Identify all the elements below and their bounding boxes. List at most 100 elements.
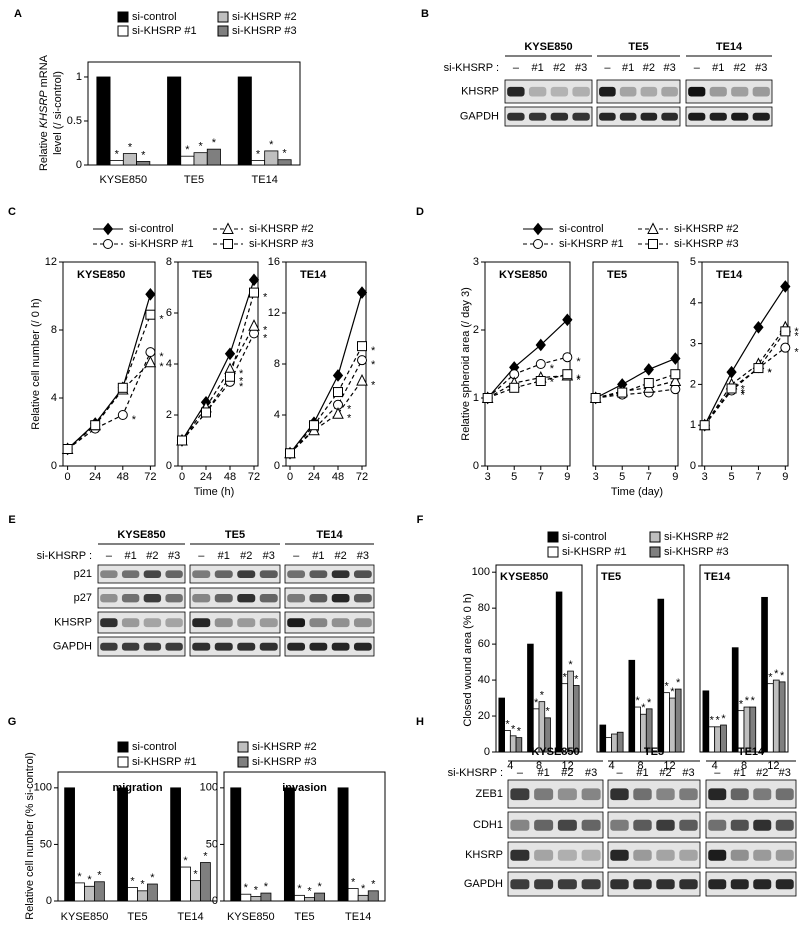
significance-mark: * [132, 414, 137, 426]
significance-mark: * [794, 347, 799, 359]
marker [117, 382, 128, 393]
significance-mark: * [371, 879, 376, 891]
bar [200, 862, 211, 902]
significance-mark: * [256, 149, 261, 161]
band [753, 849, 772, 861]
significance-mark: * [141, 149, 146, 161]
band [753, 879, 772, 890]
marker [249, 287, 259, 298]
bar [122, 153, 137, 166]
x-tick-label: 9 [782, 471, 788, 483]
lane-label: #3 [263, 550, 275, 562]
band [550, 86, 569, 97]
significance-mark: * [641, 702, 646, 714]
legend-swatch [217, 11, 229, 23]
band [121, 594, 140, 603]
band [679, 879, 698, 890]
band [309, 594, 328, 603]
y-tick-label: 12 [268, 307, 280, 319]
row-label: GAPDH [464, 878, 503, 890]
band [581, 788, 601, 801]
significance-mark: * [540, 690, 545, 702]
significance-mark: * [774, 668, 779, 680]
band [619, 86, 637, 97]
bar [702, 690, 710, 753]
band [287, 618, 306, 628]
plot-frame [484, 261, 571, 467]
x-tick-label: 3 [485, 471, 491, 483]
y-axis-label: Relative cell number (/ 0 h) [30, 298, 42, 429]
marker [643, 363, 654, 376]
significance-mark: * [183, 855, 188, 867]
marker [309, 420, 319, 431]
y-tick-label: 16 [268, 256, 280, 268]
band [143, 594, 162, 603]
y-tick-label: 40 [478, 674, 490, 686]
lane-label: – [714, 767, 721, 779]
marker [201, 407, 211, 418]
marker [670, 352, 681, 365]
panel-letter: B [421, 8, 429, 20]
marker [333, 387, 343, 398]
significance-mark: * [647, 697, 652, 709]
y-tick-label: 80 [478, 602, 490, 614]
bar [347, 888, 359, 902]
blot-background [189, 587, 281, 609]
row-label: KHSRP [54, 616, 92, 628]
y-axis-label: level (/ si-control) [52, 71, 64, 155]
band [287, 594, 306, 603]
significance-mark: * [282, 148, 287, 160]
marker [670, 384, 681, 395]
band [656, 849, 675, 861]
cell-line-label: KYSE850 [524, 41, 572, 53]
blot-background [189, 564, 281, 584]
bar [170, 787, 181, 902]
legend-swatch [649, 546, 661, 558]
significance-mark: * [347, 404, 352, 416]
y-axis-label-part: mRNA [38, 54, 50, 87]
band [581, 819, 601, 831]
lane-label: #3 [682, 767, 694, 779]
y-tick-label: 0 [51, 460, 57, 472]
bar [250, 896, 262, 902]
x-tick-label: 9 [672, 471, 678, 483]
significance-mark: * [767, 367, 772, 379]
lane-label: #2 [734, 62, 746, 74]
band [730, 849, 749, 861]
blot-background [284, 611, 375, 634]
bar [628, 659, 636, 753]
lane-label: #1 [538, 767, 550, 779]
cell-line-label: KYSE850 [531, 746, 579, 758]
band [259, 570, 278, 578]
legend-label: si-control [132, 741, 177, 753]
band [121, 618, 140, 628]
band [237, 570, 256, 578]
legend-label: si-KHSRP #1 [129, 238, 194, 250]
series-line [704, 331, 786, 426]
lane-label: – [517, 767, 524, 779]
series-line [704, 326, 786, 426]
plot-frame [592, 261, 679, 467]
significance-mark: * [710, 715, 715, 727]
x-tick-label: 7 [755, 471, 761, 483]
legend-swatch [117, 25, 129, 37]
band [709, 112, 727, 121]
significance-mark: * [264, 881, 269, 893]
blot-background [596, 106, 681, 127]
cell-line-label: TE14 [716, 41, 743, 53]
x-tick-label: 4 [712, 760, 718, 772]
bar [193, 152, 208, 166]
row-label: KHSRP [465, 849, 503, 861]
series-line [67, 314, 151, 450]
marker [509, 382, 520, 393]
marker [285, 448, 295, 459]
x-tick-label: 7 [646, 471, 652, 483]
series-line [595, 380, 676, 399]
marker [90, 420, 101, 431]
band [656, 788, 675, 801]
subplot-title: TE5 [607, 269, 627, 281]
band [708, 879, 727, 890]
y-tick-label: 0 [166, 460, 172, 472]
subplot-title: TE14 [300, 269, 327, 281]
y-tick-label: 0 [46, 895, 52, 907]
